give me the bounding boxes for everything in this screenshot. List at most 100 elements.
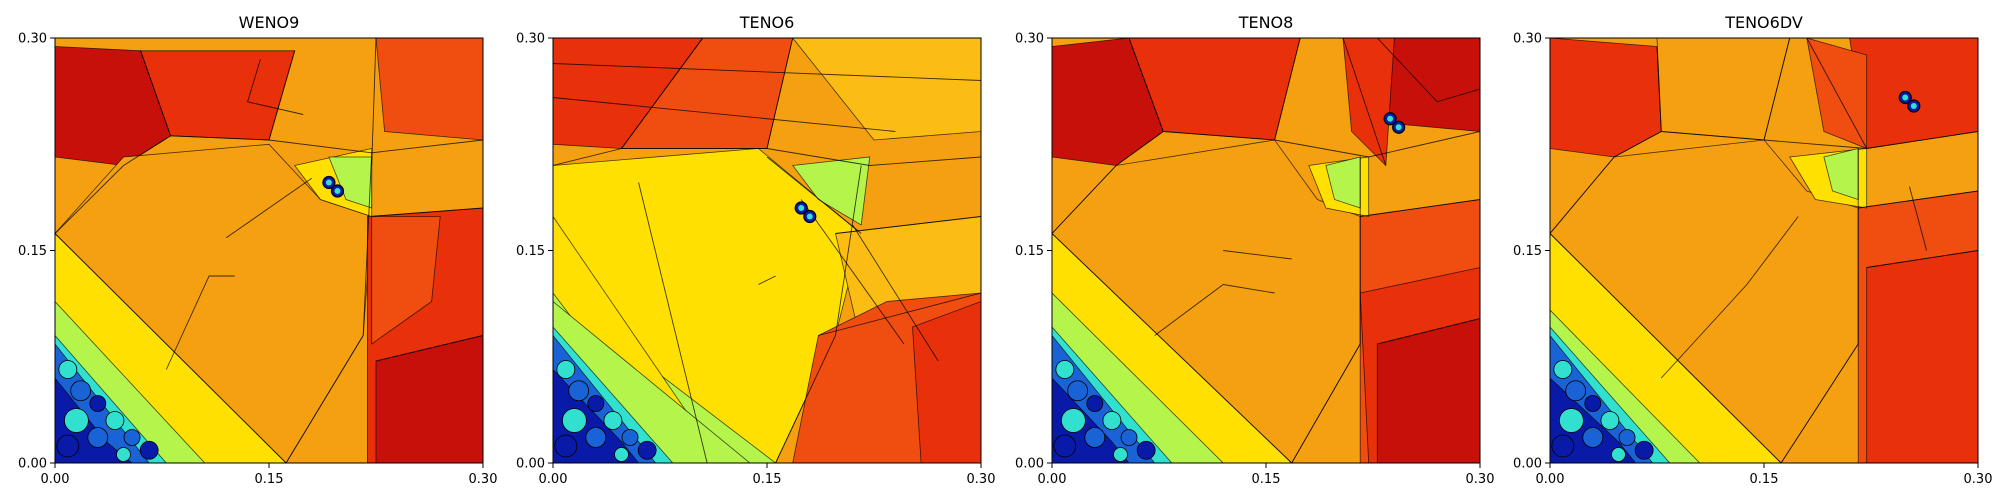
panel-4: TENO6DV 0.00 0.15 0.30 0.00 0.15 0.30: [1513, 13, 1992, 487]
contour-line: [766, 38, 794, 149]
vortex-blob: [1551, 434, 1575, 458]
vortex-core-inner: [325, 179, 332, 186]
contour-line: [1909, 186, 1928, 251]
x-tick-label: 0.30: [469, 472, 498, 487]
y-tick-label: 0.00: [516, 457, 545, 472]
contour-line: [55, 50, 172, 234]
vortex-blob: [554, 434, 578, 458]
contour-line: [800, 199, 905, 345]
contour-line: [1376, 38, 1480, 103]
contour-line: [1154, 284, 1275, 336]
vortex-blob: [568, 380, 590, 402]
x-tick-label: 0.30: [967, 472, 996, 487]
contour-line: [285, 152, 373, 463]
contour-line: [835, 216, 981, 234]
heatmap-area: [553, 38, 981, 463]
contour-line: [170, 135, 483, 154]
vortex-blob: [116, 447, 131, 462]
color-region: [792, 38, 981, 141]
vortex-blob: [87, 427, 109, 448]
vortex-blob: [1582, 427, 1604, 448]
panel-title: TENO6: [739, 13, 795, 32]
vortex-core-inner: [1910, 103, 1917, 109]
color-region: [912, 301, 981, 463]
x-tick-label: 0.15: [255, 472, 284, 487]
color-region: [1550, 38, 1662, 158]
x-tick-label: 0.15: [1750, 472, 1779, 487]
contour-line: [1763, 38, 1791, 141]
vortex-blob: [587, 395, 605, 412]
vortex-blob: [614, 447, 629, 462]
color-region: [375, 38, 483, 141]
contour-line: [55, 233, 287, 463]
vortex-blob: [1086, 395, 1104, 412]
vortex-blob: [1120, 429, 1138, 446]
contour-line: [1550, 46, 1662, 234]
contour-line: [1858, 190, 1978, 209]
panel-title: WENO9: [239, 13, 300, 32]
contour-line: [268, 50, 296, 141]
y-tick-label: 0.15: [516, 244, 545, 259]
vortex-blob: [89, 395, 107, 412]
contour-line: [1052, 233, 1293, 463]
contour-line: [1806, 38, 1868, 149]
y-tick-label: 0.15: [1513, 244, 1542, 259]
color-region: [791, 156, 871, 226]
vortex-core-inner: [798, 205, 805, 211]
contour-line: [766, 156, 862, 234]
vortex-core-inner: [1902, 94, 1909, 101]
y-tick-label: 0.00: [1513, 457, 1542, 472]
contour-line: [1866, 250, 1978, 268]
contour-line: [1163, 131, 1480, 158]
contour-line: [1274, 38, 1301, 141]
panel-1: WENO9 0.00 0.15 0.30 0.00 0.15 0.30: [18, 13, 497, 487]
y-tick-label: 0.00: [18, 457, 47, 472]
vortex-blob: [139, 440, 159, 460]
vortex-blob: [105, 411, 125, 430]
contour-line: [553, 63, 981, 81]
y-tick-label: 0.30: [18, 32, 47, 47]
vortex-core-inner: [1387, 115, 1394, 122]
x-tick-label: 0.15: [753, 472, 782, 487]
vortex-blob: [56, 434, 80, 458]
vortex-blob: [562, 408, 587, 433]
contour-line: [553, 97, 896, 132]
vortex-blob: [1102, 411, 1122, 430]
x-tick-label: 0.00: [41, 472, 70, 487]
contour-line: [1052, 38, 1164, 234]
vortex-core-inner: [806, 213, 813, 220]
contour-line: [818, 292, 981, 336]
contour-line: [553, 38, 704, 166]
vortex-blob: [1634, 440, 1654, 460]
vortex-blob: [1136, 440, 1156, 460]
x-tick-label: 0.00: [539, 472, 568, 487]
y-tick-label: 0.00: [1015, 457, 1044, 472]
vortex-core-inner: [1395, 124, 1402, 131]
contour-line: [371, 38, 377, 166]
vortex-blob: [603, 411, 623, 430]
vortex-blob: [1584, 395, 1602, 412]
contour-line: [225, 177, 313, 239]
contour-line: [775, 165, 862, 463]
color-region: [1849, 38, 1978, 149]
vortex-blob: [1618, 429, 1636, 446]
contour-line: [1780, 148, 1859, 463]
heatmap-area: [55, 38, 483, 463]
vortex-blob: [1053, 434, 1077, 458]
panel-2: TENO6 0.00 0.15 0.30 0.00 0.15 0.30: [516, 13, 995, 487]
y-tick-label: 0.30: [1513, 32, 1542, 47]
y-tick-label: 0.30: [516, 32, 545, 47]
heatmap-area: [1550, 38, 1978, 463]
contour-line: [758, 275, 776, 285]
contour-line: [375, 335, 483, 362]
panel-title: TENO8: [1238, 13, 1294, 32]
panel-3: TENO8 0.00 0.15 0.30 0.00 0.15 0.30: [1015, 13, 1494, 487]
contour-line: [1550, 233, 1782, 463]
vortex-blob: [1113, 447, 1128, 462]
contour-line: [1377, 318, 1480, 345]
vortex-blob: [64, 408, 89, 433]
x-tick-label: 0.00: [1536, 472, 1565, 487]
vortex-blob: [1553, 360, 1573, 379]
contour-line: [1223, 250, 1292, 260]
x-tick-label: 0.00: [1038, 472, 1067, 487]
